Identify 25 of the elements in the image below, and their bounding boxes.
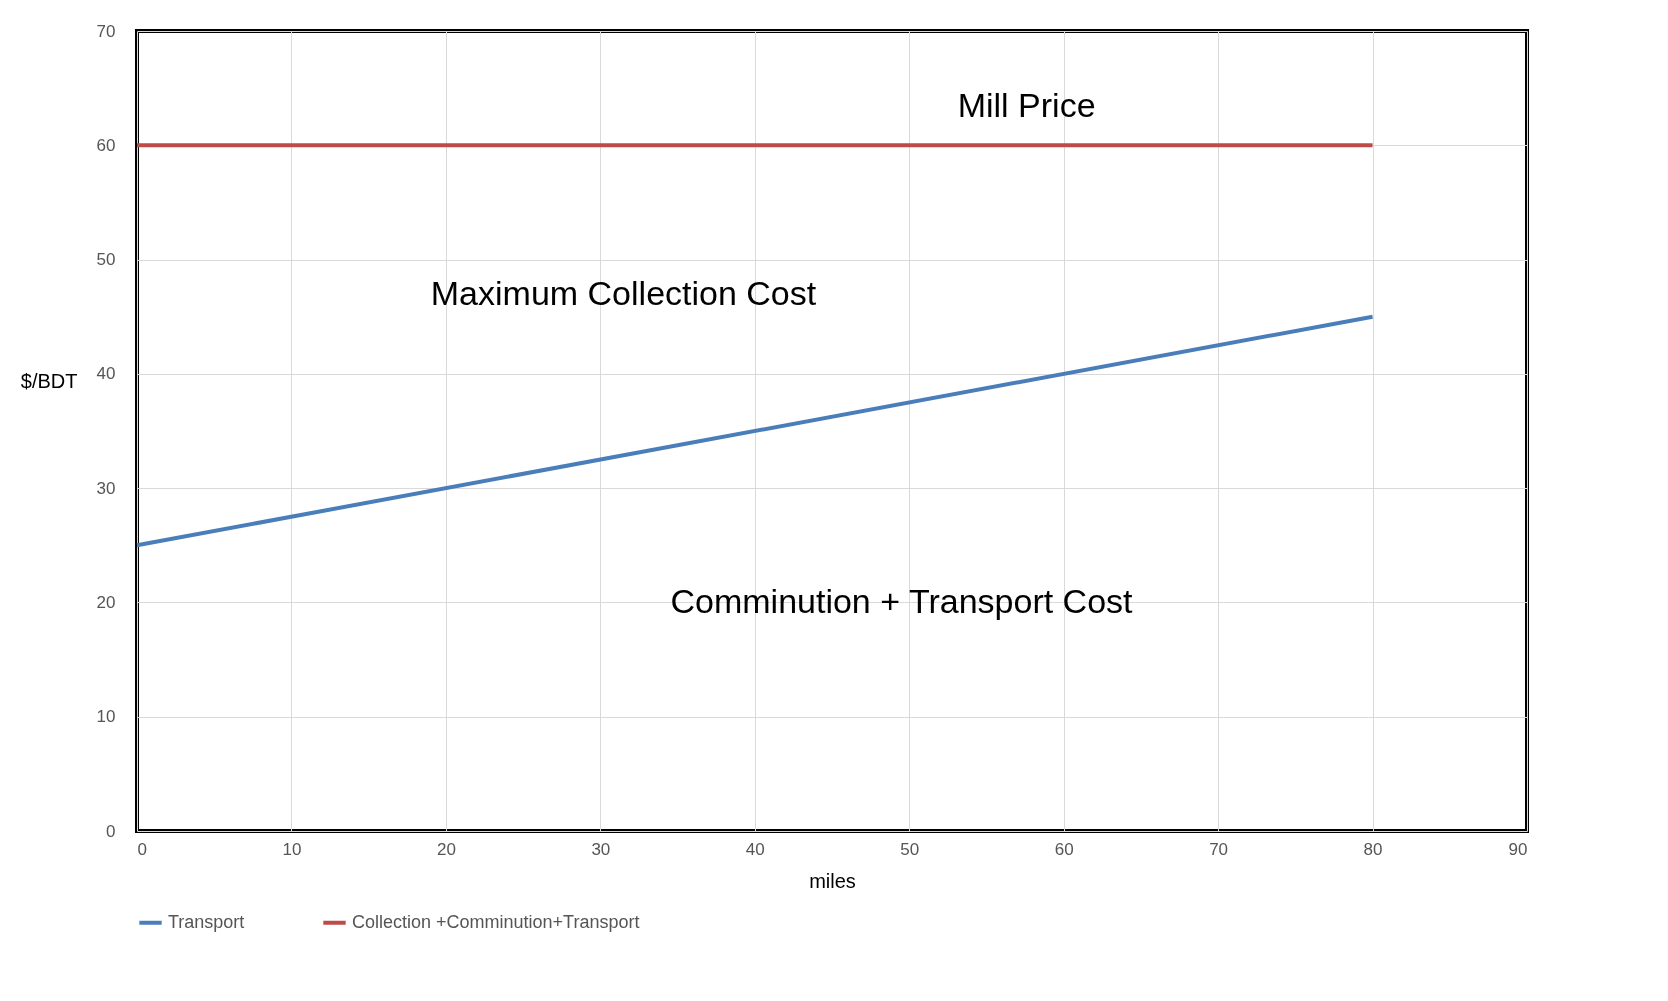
- x-tick-label: 10: [282, 839, 302, 859]
- y-tick-label: 0: [106, 821, 116, 841]
- y-tick-label: 70: [96, 21, 116, 41]
- y-tick-label: 30: [96, 478, 116, 498]
- x-tick-label: 80: [1363, 839, 1383, 859]
- y-axis-title: $/BDT: [20, 369, 78, 392]
- x-tick-label: 20: [436, 839, 456, 859]
- x-tick-label: 40: [745, 839, 765, 859]
- x-tick-label: 0: [137, 839, 147, 859]
- annotation: Maximum Collection Cost: [430, 274, 817, 312]
- x-tick-label: 90: [1508, 839, 1528, 859]
- x-tick-label: 70: [1209, 839, 1229, 859]
- legend-label: Collection +Comminution+Transport: [352, 911, 640, 932]
- x-tick-label: 60: [1054, 839, 1074, 859]
- y-tick-label: 20: [96, 592, 116, 612]
- x-tick-label: 50: [900, 839, 920, 859]
- x-tick-label: 30: [591, 839, 611, 859]
- annotation: Mill Price: [957, 86, 1096, 124]
- legend-label: Transport: [168, 911, 245, 932]
- y-tick-label: 10: [96, 707, 116, 727]
- x-axis-title: miles: [809, 869, 856, 892]
- y-tick-label: 40: [96, 364, 116, 384]
- annotation: Comminution + Transport Cost: [670, 582, 1134, 620]
- y-tick-label: 60: [96, 135, 116, 155]
- y-tick-label: 50: [96, 250, 116, 270]
